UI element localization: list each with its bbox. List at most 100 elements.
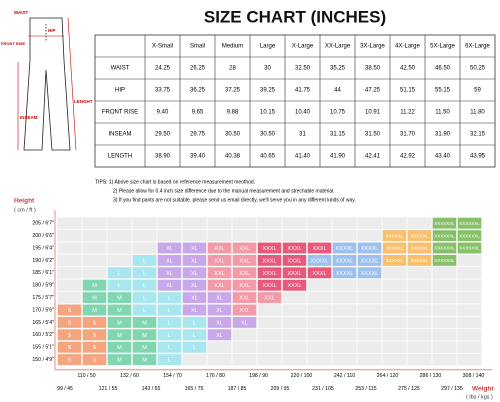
weight-label: 231 / 105 — [312, 386, 334, 392]
size-label: XL — [191, 271, 198, 277]
diagram-label: HIP — [48, 28, 56, 33]
size-cell — [332, 242, 357, 254]
size-label: L — [143, 271, 146, 277]
table-cell: 38.90 — [155, 154, 171, 160]
size-label: M — [117, 308, 122, 314]
table-cell: 31 — [299, 132, 306, 138]
size-label: XXXL — [287, 258, 301, 264]
size-label: XXXL — [312, 246, 326, 252]
axis-title: Weight — [472, 386, 494, 393]
tips: TIPS: 1) Above size chart is based on re… — [95, 179, 356, 203]
size-cell — [82, 341, 107, 353]
size-label: XXXL — [287, 271, 301, 277]
size-cell — [182, 255, 207, 266]
size-label: L — [143, 308, 146, 314]
size-label: S — [93, 358, 97, 364]
tip: 2) Please allow for 0.4 inch size differ… — [113, 188, 335, 194]
size-cell — [207, 329, 232, 341]
size-label: XXXXL — [336, 258, 354, 264]
diagram-label: INSEAM — [20, 115, 38, 120]
size-cell — [157, 341, 182, 353]
table-cell: 39.25 — [260, 88, 276, 94]
table-cell: 11.22 — [400, 110, 415, 116]
size-label: L — [193, 345, 196, 351]
size-cell — [107, 341, 132, 353]
size-cell — [182, 279, 207, 291]
size-label: XXXL — [287, 246, 301, 252]
size-cell — [257, 267, 282, 279]
weight-label: 220 / 100 — [291, 373, 313, 379]
size-cell — [182, 242, 207, 254]
weight-label: 264 / 120 — [377, 373, 399, 379]
row-header: WAIST — [111, 66, 130, 72]
table-cell: 31.50 — [365, 132, 381, 138]
size-label: XL — [216, 308, 223, 314]
size-cell — [82, 304, 107, 316]
table-cell: 10.40 — [295, 110, 311, 116]
size-cell — [307, 267, 332, 279]
size-label: XXXXXXL — [434, 246, 455, 251]
size-table: X-Small Small Medium Large X-Large XX-Large 3X… — [94, 34, 496, 168]
tip: 3) If you find pants are not suitable, p… — [113, 197, 356, 203]
size-cell — [257, 255, 282, 266]
size-cell — [457, 242, 482, 254]
size-label: XXL — [239, 246, 249, 252]
size-label: M — [117, 320, 122, 326]
weight-label: 121 / 55 — [99, 386, 118, 392]
size-label: XL — [216, 320, 223, 326]
size-label: M — [117, 345, 122, 351]
size-label: M — [142, 333, 147, 339]
size-label: L — [193, 333, 196, 339]
table-cell: 51.15 — [400, 88, 416, 94]
size-label: XXXL — [312, 271, 326, 277]
size-label: L — [143, 296, 146, 302]
size-label: XL — [166, 246, 173, 252]
size-cell — [182, 292, 207, 303]
size-label: S — [93, 320, 97, 326]
column-header: 6X-Large — [465, 44, 490, 50]
size-cell — [107, 267, 132, 279]
size-cell — [307, 255, 332, 266]
size-cell — [57, 341, 82, 353]
size-cell — [182, 267, 207, 279]
size-cell — [282, 255, 307, 266]
axis-unit: ( cm / ft ) — [14, 207, 36, 213]
size-label: XL — [191, 308, 198, 314]
column-header: Medium — [222, 44, 243, 50]
size-label: XXL — [214, 246, 224, 252]
size-cell — [57, 354, 82, 365]
table-cell: 31.70 — [400, 132, 416, 138]
size-cell — [332, 255, 357, 266]
pants-diagram — [17, 17, 77, 151]
size-label: S — [68, 308, 72, 314]
table-cell: 41.40 — [295, 154, 311, 160]
size-label: L — [168, 320, 171, 326]
height-label: 150 / 4'9" — [32, 357, 54, 363]
size-label: XXL — [239, 296, 249, 302]
size-label: XL — [166, 271, 173, 277]
table-cell: 24.25 — [155, 66, 171, 72]
weight-label: 308 / 140 — [463, 373, 485, 379]
size-label: M — [92, 308, 97, 314]
height-label: 180 / 5'9" — [32, 283, 54, 289]
size-cell — [257, 292, 282, 303]
table-cell: 40.38 — [225, 154, 241, 160]
size-cell — [157, 242, 182, 254]
size-label: L — [118, 283, 121, 289]
size-cell — [407, 242, 432, 254]
height-label: 195 / 6'4" — [32, 245, 54, 251]
size-label: M — [92, 296, 97, 302]
column-header: Large — [260, 44, 276, 50]
size-label: L — [193, 320, 196, 326]
size-cell — [107, 354, 132, 365]
table-cell: 47.25 — [365, 88, 381, 94]
table-cell: 59 — [474, 88, 481, 94]
weight-label: 154 / 70 — [163, 373, 182, 379]
table-cell: 28 — [229, 66, 236, 72]
size-label: L — [168, 358, 171, 364]
table-cell: 9.88 — [227, 110, 239, 116]
size-cell — [57, 304, 82, 316]
size-cell — [82, 329, 107, 341]
size-cell — [232, 279, 257, 291]
table-cell: 39.40 — [190, 154, 206, 160]
